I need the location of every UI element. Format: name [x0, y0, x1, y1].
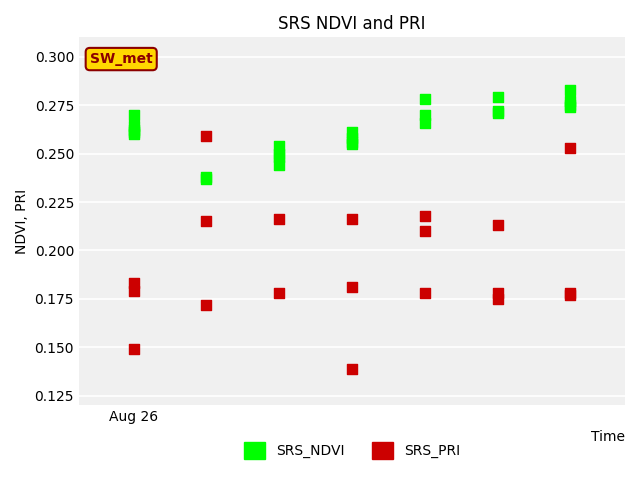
Point	[129, 127, 139, 134]
Point	[201, 301, 211, 309]
Point	[420, 227, 430, 235]
Point	[420, 96, 430, 103]
Point	[565, 86, 575, 94]
Point	[492, 295, 502, 303]
Point	[274, 289, 284, 297]
Point	[492, 221, 502, 229]
Point	[492, 109, 502, 117]
Point	[347, 134, 357, 142]
Point	[347, 216, 357, 223]
Point	[347, 365, 357, 372]
Point	[274, 150, 284, 157]
Point	[129, 122, 139, 130]
Point	[565, 291, 575, 299]
Point	[347, 129, 357, 136]
Point	[420, 111, 430, 119]
Point	[201, 175, 211, 182]
Point	[565, 103, 575, 111]
Point	[129, 346, 139, 353]
Point	[492, 107, 502, 115]
Point	[420, 212, 430, 219]
Point	[201, 217, 211, 225]
Text: SW_met: SW_met	[90, 52, 152, 66]
Point	[129, 131, 139, 138]
Point	[274, 161, 284, 169]
Point	[129, 111, 139, 119]
Point	[347, 283, 357, 291]
Point	[492, 94, 502, 101]
Point	[274, 216, 284, 223]
Point	[274, 154, 284, 161]
Legend: SRS_NDVI, SRS_PRI: SRS_NDVI, SRS_PRI	[238, 437, 466, 465]
Point	[565, 97, 575, 105]
Point	[129, 287, 139, 295]
Point	[201, 173, 211, 180]
Point	[201, 132, 211, 140]
Point	[129, 279, 139, 287]
Title: SRS NDVI and PRI: SRS NDVI and PRI	[278, 15, 426, 33]
Point	[565, 144, 575, 152]
X-axis label: Time: Time	[591, 430, 625, 444]
Point	[347, 140, 357, 148]
Point	[420, 289, 430, 297]
Point	[565, 101, 575, 109]
Y-axis label: NDVI, PRI: NDVI, PRI	[15, 189, 29, 254]
Point	[565, 289, 575, 297]
Point	[274, 142, 284, 150]
Point	[129, 129, 139, 136]
Point	[420, 119, 430, 126]
Point	[492, 289, 502, 297]
Point	[347, 138, 357, 146]
